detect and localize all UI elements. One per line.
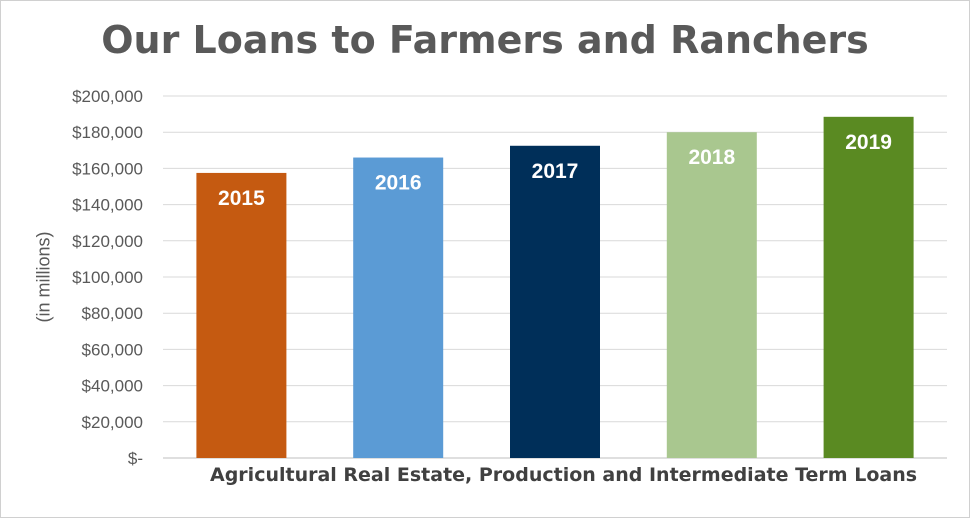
bar-2017 — [510, 145, 600, 458]
y-tick-label: $200,000 — [72, 87, 143, 106]
y-tick-label: $100,000 — [72, 268, 143, 287]
x-axis-label: Agricultural Real Estate, Production and… — [210, 464, 918, 486]
bar-data-label: 2018 — [688, 146, 735, 169]
y-tick-label: $120,000 — [72, 232, 143, 251]
y-tick-label: $40,000 — [82, 377, 143, 396]
chart-title: Our Loans to Farmers and Ranchers — [101, 18, 869, 62]
bar-data-label: 2017 — [532, 160, 579, 183]
y-tick-label: $20,000 — [82, 413, 143, 432]
bar-2019 — [823, 116, 914, 458]
bar-data-label: 2016 — [375, 172, 422, 195]
y-tick-label: $160,000 — [72, 159, 143, 178]
y-tick-label: $140,000 — [72, 196, 143, 215]
y-tick-label: $180,000 — [72, 123, 143, 142]
bar-2015 — [196, 172, 287, 459]
y-tick-label: $- — [128, 449, 143, 468]
bar-2018 — [666, 132, 757, 458]
y-tick-label: $80,000 — [82, 304, 143, 323]
bar-data-label: 2015 — [218, 187, 265, 210]
y-tick-label: $60,000 — [82, 340, 143, 359]
bar-2016 — [353, 157, 444, 459]
bar-data-label: 2019 — [845, 131, 892, 154]
